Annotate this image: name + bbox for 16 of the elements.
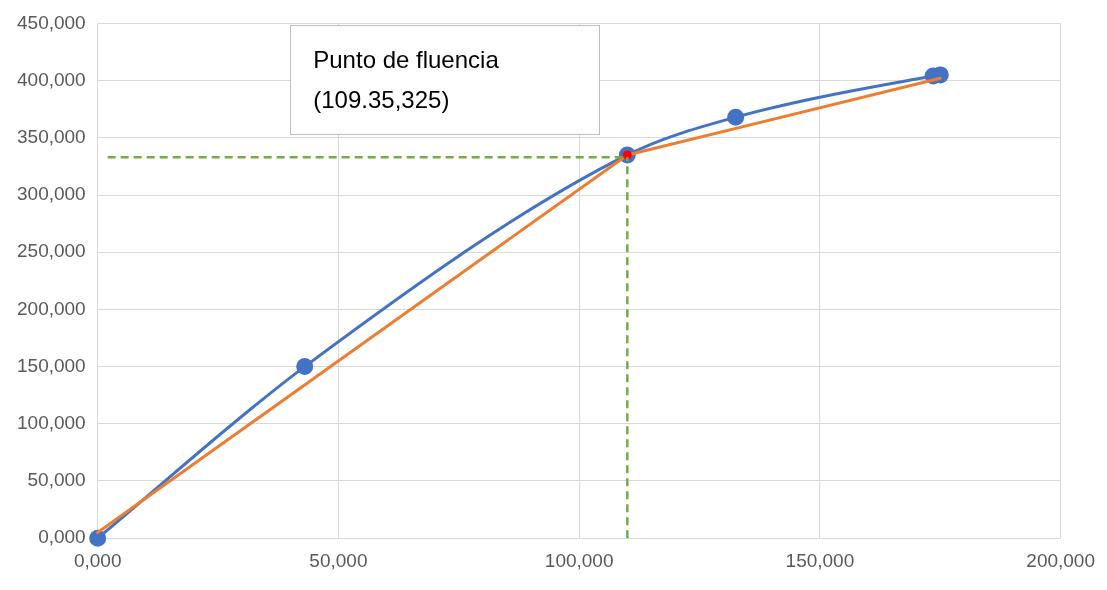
y-tick-label: 400,000 bbox=[16, 68, 86, 90]
y-tick-label: 300,000 bbox=[16, 183, 86, 205]
x-tick-label: 0,000 bbox=[73, 549, 122, 571]
x-tick-label: 50,000 bbox=[309, 549, 368, 571]
y-tick-label: 350,000 bbox=[16, 126, 86, 148]
y-tick-label: 450,000 bbox=[16, 11, 86, 33]
x-tick-label: 100,000 bbox=[544, 549, 614, 571]
y-tick-label: 200,000 bbox=[16, 297, 86, 319]
y-tick-label: 50,000 bbox=[27, 469, 86, 491]
y-tick-label: 100,000 bbox=[16, 412, 86, 434]
y-tick-label: 0,000 bbox=[38, 526, 86, 548]
x-tick-label: 150,000 bbox=[785, 549, 855, 571]
y-tick-label: 150,000 bbox=[16, 354, 86, 376]
y-tick-label: 250,000 bbox=[16, 240, 86, 262]
note-box: Punto de fluencia (109.35,325) bbox=[290, 25, 601, 136]
x-tick-label: 200,000 bbox=[1026, 549, 1095, 571]
